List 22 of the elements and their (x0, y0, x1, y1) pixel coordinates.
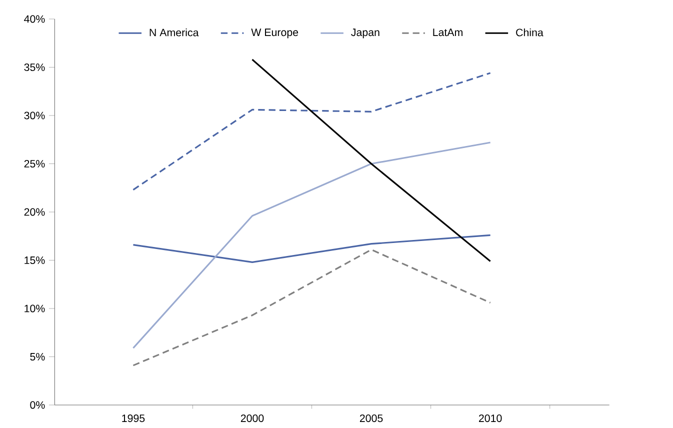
y-tick-label: 35% (24, 63, 45, 72)
line-series (132, 234, 492, 263)
y-tick-label: 40% (24, 15, 45, 23)
x-tick-label: 1995 (122, 414, 145, 422)
x-tick-label: 2005 (360, 414, 383, 422)
legend-label: China (516, 28, 544, 36)
legend-label: N America (150, 28, 199, 36)
y-tick-label: 5% (30, 352, 45, 361)
y-tick-label: 25% (24, 160, 45, 168)
legend-label: W Europe (251, 28, 298, 38)
y-tick-label: 15% (24, 256, 45, 264)
y-tick-label: 30% (24, 112, 45, 120)
legend-label: LatAm (433, 28, 462, 36)
legend-label: Japan (351, 28, 380, 38)
y-tick-label: 20% (24, 208, 45, 216)
x-tick-label: 2010 (478, 414, 502, 422)
line-series (132, 72, 492, 191)
line-series (132, 142, 492, 349)
x-tick-label: 2000 (240, 414, 264, 422)
y-tick-label: 0% (30, 401, 45, 409)
y-tick-label: 10% (24, 304, 45, 312)
line-series (132, 248, 492, 366)
